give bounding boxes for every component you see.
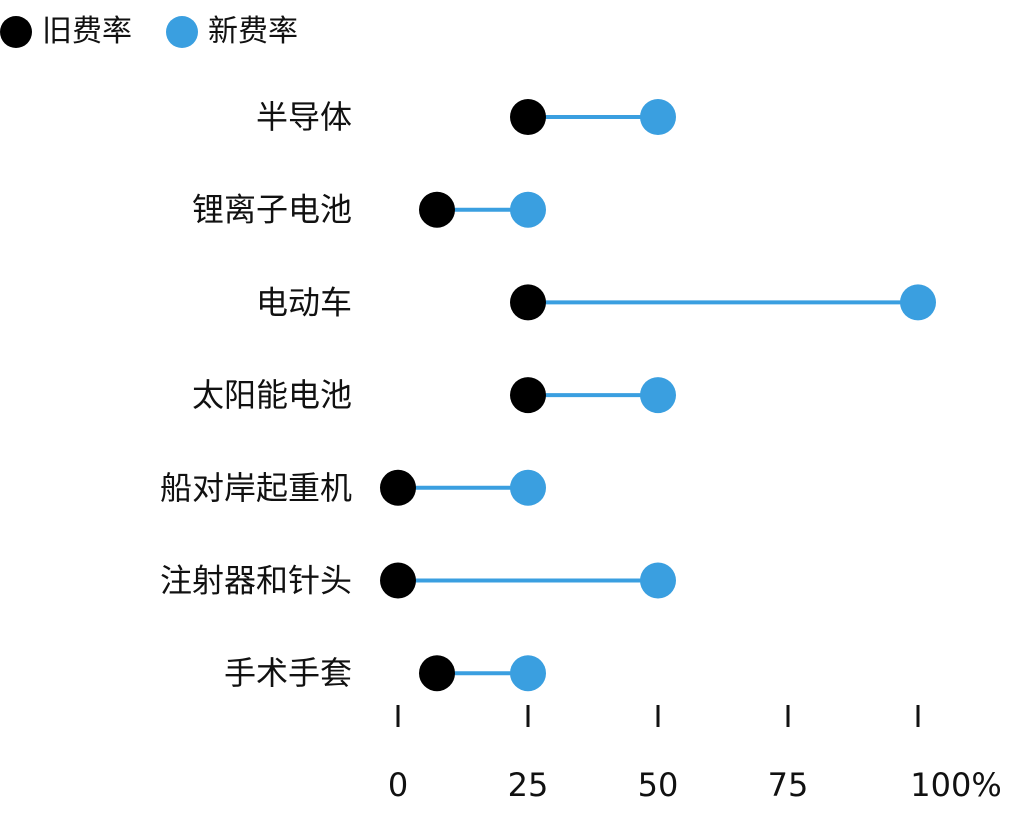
category-label: 太阳能电池 <box>192 376 352 414</box>
new-rate-point <box>510 191 546 228</box>
new-rate-point <box>640 562 676 599</box>
legend-marker-old-rate <box>0 16 32 48</box>
category-label: 船对岸起重机 <box>160 469 352 507</box>
new-rate-point <box>510 469 546 506</box>
category-label: 半导体 <box>256 98 352 136</box>
old-rate-point <box>419 191 455 228</box>
new-rate-point <box>640 99 676 135</box>
legend-label-new-rate: 新费率 <box>208 14 298 49</box>
x-tick-label: 0 <box>388 766 408 804</box>
old-rate-point <box>380 562 416 599</box>
x-tick-label: 100% <box>910 766 1001 804</box>
category-label: 锂离子电池 <box>192 191 352 229</box>
old-rate-point <box>510 377 546 414</box>
x-tick-label: 50 <box>638 766 679 804</box>
old-rate-point <box>380 469 416 506</box>
new-rate-point <box>640 377 676 414</box>
category-label: 注射器和针头 <box>160 562 352 600</box>
new-rate-point <box>900 284 936 321</box>
old-rate-point <box>510 284 546 321</box>
legend-item-old-rate: 旧费率 <box>0 12 132 52</box>
legend-item-new-rate: 新费率 <box>166 12 298 52</box>
chart-legend: 旧费率 新费率 <box>0 12 332 52</box>
new-rate-point <box>510 655 546 692</box>
old-rate-point <box>510 99 546 135</box>
category-label: 电动车 <box>256 283 352 321</box>
legend-label-old-rate: 旧费率 <box>42 14 132 49</box>
legend-marker-new-rate <box>166 16 198 48</box>
x-tick-label: 75 <box>768 766 809 804</box>
old-rate-point <box>419 655 455 692</box>
x-tick-label: 25 <box>508 766 549 804</box>
category-label: 手术手套 <box>224 654 352 692</box>
